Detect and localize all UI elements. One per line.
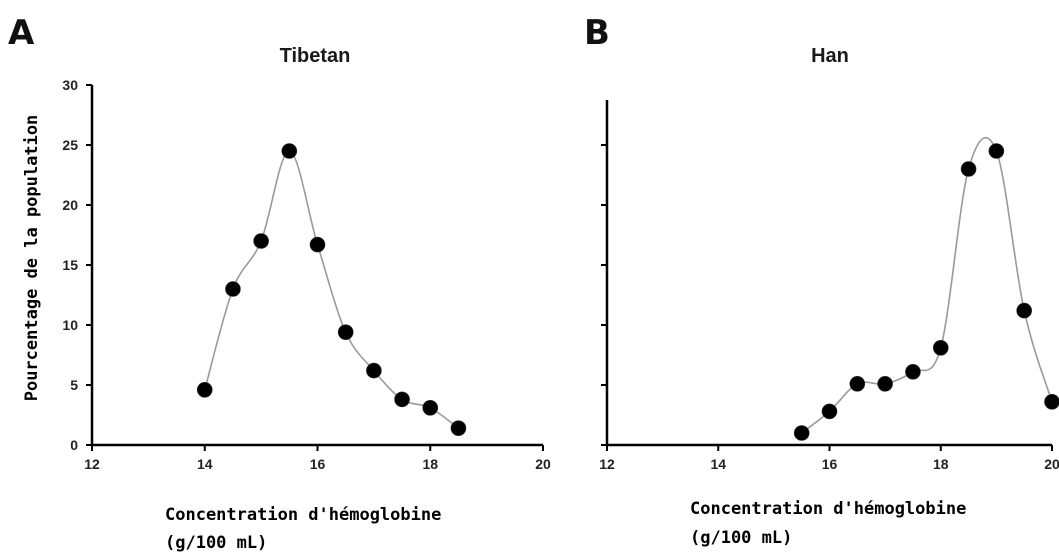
data-point <box>905 363 921 380</box>
x-tick-label: 20 <box>535 456 551 472</box>
x-tick-label: 18 <box>422 456 438 472</box>
panel-b-title: Han <box>811 45 849 67</box>
x-tick-label: 18 <box>933 456 949 472</box>
panel-b-x-axis-label-line2: (g/100 mL) <box>690 528 792 548</box>
panel-b-points <box>793 143 1059 441</box>
y-tick-label: 25 <box>62 137 78 153</box>
data-point <box>281 143 298 159</box>
data-point <box>337 324 354 341</box>
panel-a-letter: A <box>8 13 35 53</box>
data-point <box>253 233 269 249</box>
data-point <box>877 375 893 392</box>
data-point <box>366 362 382 379</box>
panel-a-title: Tibetan <box>280 45 351 67</box>
panel-b-x-axis-label-line1: Concentration d'hémoglobine <box>690 499 966 519</box>
y-tick-label: 30 <box>62 77 78 93</box>
data-point <box>422 399 439 416</box>
data-point <box>821 403 838 420</box>
data-point <box>988 143 1005 159</box>
y-axis-label: Pourcentage de la population <box>22 115 42 402</box>
x-tick-label: 16 <box>310 456 326 472</box>
data-point <box>932 339 949 356</box>
data-point <box>793 425 810 441</box>
panel-b-ticks: 12 14 16 18 20 <box>599 144 1059 472</box>
x-tick-label: 12 <box>84 456 100 472</box>
panel-a: A Tibetan Pourcentage de la population 1… <box>8 13 551 553</box>
data-point <box>960 161 977 177</box>
data-point <box>1044 394 1059 410</box>
x-tick-label: 16 <box>822 456 838 472</box>
panel-a-x-axis-label-line2: (g/100 mL) <box>165 533 267 553</box>
y-tick-label: 5 <box>70 377 78 393</box>
data-point <box>225 281 241 297</box>
data-point <box>1016 302 1032 319</box>
panel-b-series-line <box>801 137 1053 434</box>
y-tick-label: 0 <box>70 437 78 453</box>
x-tick-label: 20 <box>1044 456 1059 472</box>
x-tick-label: 14 <box>197 456 213 472</box>
data-point <box>849 375 866 392</box>
panel-a-x-axis-label-line1: Concentration d'hémoglobine <box>165 505 441 525</box>
data-point <box>309 236 326 253</box>
y-tick-label: 15 <box>62 257 78 273</box>
y-tick-label: 10 <box>62 317 78 333</box>
data-point <box>196 381 213 398</box>
panel-a-ticks: 12 14 16 18 20 0 5 10 15 20 25 30 <box>62 77 551 472</box>
panel-a-points <box>196 143 467 437</box>
y-tick-label: 20 <box>62 197 78 213</box>
data-point <box>394 391 410 408</box>
panel-b-letter: B <box>584 13 610 53</box>
panel-a-series-line <box>203 150 459 429</box>
x-tick-label: 14 <box>710 456 726 472</box>
data-point <box>450 420 467 437</box>
panel-b: B Han 12 14 16 18 20 Concentration d'hémoglo… <box>584 13 1059 548</box>
x-tick-label: 12 <box>599 456 615 472</box>
